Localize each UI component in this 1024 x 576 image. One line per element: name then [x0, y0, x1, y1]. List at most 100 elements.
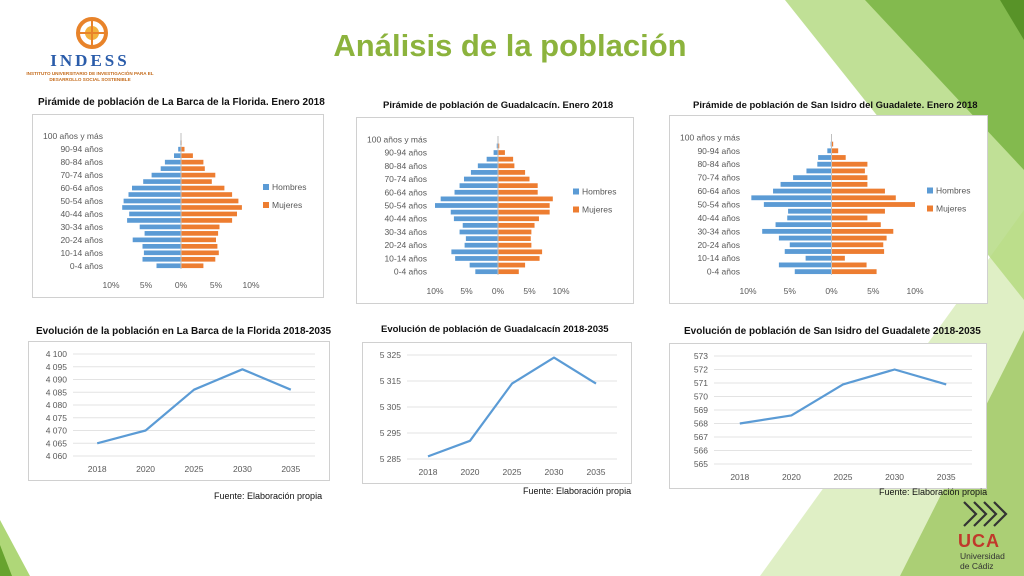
bar-hombres-50-54-años: [763, 202, 832, 207]
chart-title-line-3: Evolución de población de San Isidro del…: [684, 326, 981, 337]
bar-hombres-70-74-años: [151, 172, 181, 178]
bar-mujeres-0-4-años: [181, 263, 204, 269]
y-tick-label: 567: [694, 432, 708, 442]
pyramid-chart-1-svg: 0-4 años 10-14 años 20-24 años 30-34 años 40…: [43, 131, 307, 290]
y-tick-label: 80-84 años: [384, 161, 427, 171]
bar-hombres-25-29-años: [465, 236, 498, 241]
uca-sub-line-2: de Cádiz: [960, 561, 994, 571]
bar-hombres-20-24-años: [464, 242, 498, 248]
bar-mujeres-25-29-años: [498, 236, 531, 241]
bar-mujeres-40-44-años: [831, 215, 868, 221]
legend-swatch-mujeres: [573, 206, 579, 213]
y-tick-label: 0-4 años: [394, 267, 427, 277]
y-tick-label: 5 285: [380, 454, 402, 464]
y-tick-label: 0-4 años: [707, 267, 740, 277]
bar-hombres-55-59-años: [440, 196, 498, 202]
legend-swatch-hombres: [927, 187, 933, 194]
bar-hombres-10-14-años: [455, 256, 498, 261]
bar-mujeres-90-94-años: [181, 146, 185, 152]
legend-swatch-mujeres: [927, 205, 933, 212]
bar-hombres-35-39-años: [775, 222, 832, 228]
y-tick-label: 70-74 años: [697, 173, 740, 183]
y-tick-label: 572: [694, 365, 708, 375]
source-note-2: Fuente: Elaboración propia: [523, 486, 632, 496]
bar-mujeres-85-89-años: [181, 153, 193, 158]
bar-mujeres-50-54-años: [498, 203, 550, 208]
legend-label-mujeres: Mujeres: [582, 205, 612, 215]
indess-logo-name: INDESS: [50, 51, 130, 70]
bar-mujeres-10-14-años: [181, 250, 219, 256]
bar-hombres-40-44-años: [129, 211, 181, 217]
y-tick-label: 90-94 años: [384, 148, 427, 158]
y-tick-label: 4 100: [46, 349, 68, 359]
source-note-3: Fuente: Elaboración propia: [879, 487, 988, 497]
bar-mujeres-70-74-años: [181, 172, 216, 178]
bar-hombres-40-44-años: [787, 215, 832, 221]
bar-hombres-50-54-años: [123, 198, 181, 204]
bar-mujeres-60-64-años: [831, 188, 885, 194]
series-line: [96, 368, 292, 445]
bar-mujeres-25-29-años: [831, 235, 887, 241]
bar-hombres-80-84-años: [477, 163, 498, 169]
bar-mujeres-55-59-años: [831, 195, 896, 201]
bar-mujeres-15-19-años: [181, 244, 218, 249]
bar-mujeres-5-9-años: [498, 262, 526, 268]
x-tick-label: 0%: [825, 286, 838, 296]
bar-mujeres-75-79-años: [831, 168, 865, 174]
bar-mujeres-15-19-años: [498, 249, 543, 255]
x-tick-label: 10%: [906, 286, 923, 296]
x-tick-label: 2025: [503, 467, 522, 477]
bar-mujeres-45-49-años: [498, 209, 550, 215]
x-tick-label: 5%: [784, 286, 797, 296]
bar-mujeres-10-14-años: [498, 256, 540, 261]
bar-hombres-15-19-años: [142, 244, 181, 249]
x-tick-label: 0%: [175, 280, 188, 290]
page-title: Análisis de la población: [333, 28, 687, 63]
bar-hombres-40-44-años: [453, 216, 498, 222]
x-tick-label: 2035: [937, 472, 956, 482]
y-tick-label: 4 080: [46, 400, 68, 410]
bar-mujeres-75-79-años: [498, 170, 526, 175]
bar-mujeres-60-64-años: [498, 189, 538, 195]
bar-hombres-95-99-años: [496, 143, 498, 149]
bar-hombres-10-14-años: [805, 255, 832, 261]
uca-logo-name-text: UCA: [958, 531, 1000, 551]
y-tick-label: 566: [694, 446, 708, 456]
bar-hombres-90-94-años: [493, 150, 498, 155]
bar-hombres-15-19-años: [451, 249, 498, 255]
bar-mujeres-30-34-años: [831, 228, 894, 234]
legend-label-hombres: Hombres: [272, 182, 306, 192]
bar-mujeres-40-44-años: [181, 211, 237, 217]
bar-hombres-5-9-años: [469, 262, 498, 268]
bar-hombres-25-29-años: [144, 231, 181, 236]
y-tick-label: 100 años y más: [43, 131, 103, 141]
bar-hombres-45-49-años: [788, 208, 832, 214]
chart-title-pyramid-3: Pirámide de población de San Isidro del …: [693, 100, 978, 111]
y-tick-label: 90-94 años: [60, 144, 103, 154]
y-tick-label: 60-64 años: [384, 187, 427, 197]
bar-hombres-5-9-años: [778, 262, 832, 268]
indess-logo: [76, 17, 108, 49]
bar-hombres-55-59-años: [128, 192, 181, 197]
x-tick-label: 10%: [426, 286, 443, 296]
y-tick-label: 568: [694, 419, 708, 429]
pyramid-chart-1: 0-4 años 10-14 años 20-24 años 30-34 años 40…: [32, 114, 324, 298]
x-tick-label: 2025: [185, 464, 204, 474]
y-tick-label: 50-54 años: [384, 201, 427, 211]
bar-hombres-45-49-años: [122, 205, 181, 210]
y-tick-label: 5 305: [380, 402, 402, 412]
uca-logo-icon: [963, 501, 1008, 527]
bar-mujeres-95-99-años: [831, 141, 834, 147]
bar-mujeres-60-64-años: [181, 185, 225, 191]
bar-mujeres-50-54-años: [831, 202, 915, 207]
pyramid-chart-3: 0-4 años 10-14 años 20-24 años 30-34 años 40…: [669, 115, 988, 304]
bar-hombres-90-94-años: [178, 146, 181, 152]
line-chart-1: 4 060 4 065 4 070 4 075 4 080 4 085 4 090 4 095…: [28, 341, 330, 481]
y-tick-label: 5 315: [380, 376, 402, 386]
bar-hombres-80-84-años: [817, 161, 832, 167]
bar-hombres-85-89-años: [174, 153, 181, 158]
legend-label-mujeres: Mujeres: [272, 200, 302, 210]
bar-hombres-60-64-años: [773, 188, 832, 194]
line-chart-3: 565 566 567 568 569 570 571 572 573 2018 2020 2025 2…: [669, 343, 987, 489]
bar-hombres-70-74-años: [793, 175, 832, 181]
